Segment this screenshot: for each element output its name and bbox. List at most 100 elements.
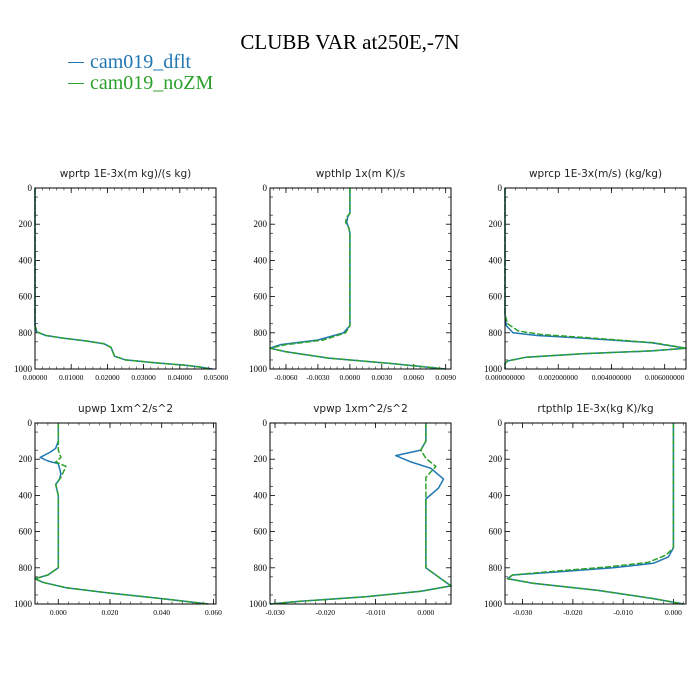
y-tick-label: 400: [489, 490, 503, 500]
panel-2: wpthlp 1x(m K)/s 0 200 400 600 800 1000 -0.0060…: [249, 168, 456, 382]
x-tick-label: 0.0030: [371, 373, 392, 382]
x-tick-label: -0.010: [613, 608, 633, 617]
x-tick-label: 0.0090: [435, 373, 456, 382]
y-tick-label: 600: [489, 527, 503, 537]
panel-title: rtpthlp 1E-3x(kg K)/kg: [537, 403, 653, 415]
panel-3: wprcp 1E-3x(m/s) (kg/kg) 0 200 400 600 800 100…: [484, 168, 687, 382]
y-tick-label: 1000: [14, 364, 33, 374]
y-tick-label: 800: [19, 563, 33, 573]
y-tick-label: 200: [19, 219, 33, 229]
figure-title: CLUBB VAR at250E,-7N: [240, 30, 460, 54]
y-tick-label: 200: [19, 454, 33, 464]
y-tick-label: 600: [254, 292, 268, 302]
y-tick-label: 800: [19, 328, 33, 338]
y-tick-label: 0: [498, 418, 503, 428]
series-line-nozm: [506, 423, 684, 605]
x-tick-label: -0.0030: [306, 373, 329, 382]
panel-title: wprtp 1E-3x(m kg)/(s kg): [60, 168, 191, 180]
x-tick-label: 0.004000000: [592, 373, 632, 382]
x-tick-label: 0.00000: [23, 373, 48, 382]
x-tick-label: -0.0060: [274, 373, 297, 382]
x-tick-label: 0.006000000: [645, 373, 685, 382]
x-tick-label: -0.010: [366, 608, 386, 617]
y-tick-label: 1000: [484, 364, 503, 374]
x-tick-label: 0.000: [665, 608, 682, 617]
x-tick-label: 0.002000000: [539, 373, 579, 382]
panel-title: upwp 1xm^2/s^2: [78, 403, 173, 415]
y-tick-label: 600: [19, 292, 33, 302]
panel-6: rtpthlp 1E-3x(kg K)/kg 0 200 400 600 800 1000 -…: [484, 403, 687, 617]
y-tick-label: 200: [489, 454, 503, 464]
x-tick-label: 0.000: [417, 608, 434, 617]
x-tick-label: -0.020: [563, 608, 583, 617]
y-tick-label: 200: [254, 219, 268, 229]
legend-item-nozm: cam019_noZM: [68, 73, 213, 94]
series-line-dflt: [506, 423, 684, 605]
x-tick-label: 0.0060: [403, 373, 424, 382]
x-tick-label: 0.02000: [95, 373, 120, 382]
y-tick-label: 600: [19, 527, 33, 537]
y-tick-label: 1000: [484, 599, 503, 609]
legend-label-nozm: cam019_noZM: [90, 72, 214, 94]
series-line-nozm: [269, 188, 446, 370]
legend-swatch-dflt: [68, 62, 84, 63]
x-tick-label: 0.060: [205, 608, 222, 617]
series-line-nozm: [34, 188, 209, 370]
series-line-nozm: [504, 188, 687, 369]
y-tick-label: 1000: [14, 599, 33, 609]
panel-4: upwp 1xm^2/s^2 0 200 400 600 800 1000 0.000 0.02…: [14, 403, 222, 617]
y-tick-label: 0: [263, 183, 268, 193]
series-line-dflt: [269, 423, 452, 605]
panel-title: vpwp 1xm^2/s^2: [313, 403, 408, 415]
x-tick-label: -0.030: [513, 608, 533, 617]
panel-5: vpwp 1xm^2/s^2 0 200 400 600 800 1000-0.030 -0.…: [249, 403, 452, 617]
series-line-dflt: [34, 188, 213, 370]
x-tick-label: 0.03000: [131, 373, 156, 382]
y-tick-label: 200: [489, 219, 503, 229]
y-tick-label: 200: [254, 454, 268, 464]
panel-1: wprtp 1E-3x(m kg)/(s kg) 0 200 400 600 800 100…: [14, 168, 228, 382]
x-tick-label: 0.04000: [168, 373, 193, 382]
panel-title: wpthlp 1x(m K)/s: [316, 168, 406, 180]
y-tick-label: 400: [19, 255, 33, 265]
x-tick-label: 0.000: [50, 608, 67, 617]
y-tick-label: 0: [28, 418, 33, 428]
x-tick-label: 0.01000: [59, 373, 84, 382]
y-tick-label: 800: [254, 563, 268, 573]
panel-frame: [34, 422, 217, 605]
y-tick-label: 400: [254, 490, 268, 500]
y-tick-label: 600: [254, 527, 268, 537]
y-tick-label: 1000: [249, 364, 268, 374]
x-tick-label: -0.020: [316, 608, 336, 617]
y-tick-label: 600: [489, 292, 503, 302]
panel-title: wprcp 1E-3x(m/s) (kg/kg): [529, 168, 662, 180]
y-tick-label: 800: [489, 328, 503, 338]
legend-label-dflt: cam019_dflt: [90, 51, 192, 73]
y-tick-label: 400: [489, 255, 503, 265]
legend-swatch-nozm: [68, 83, 84, 84]
series-line-dflt: [34, 423, 209, 605]
panel-frame: [269, 187, 452, 370]
legend: cam019_dflt cam019_noZM: [68, 52, 213, 94]
x-tick-label: 0.0000: [340, 373, 361, 382]
y-tick-label: 400: [19, 490, 33, 500]
series-line-nozm: [269, 423, 452, 605]
x-tick-label: -0.030: [265, 608, 285, 617]
x-tick-label: 0.000000000: [485, 373, 525, 382]
panel-frame: [504, 422, 687, 605]
x-tick-label: 0.040: [153, 608, 170, 617]
legend-item-dflt: cam019_dflt: [68, 52, 213, 73]
y-tick-label: 0: [28, 183, 33, 193]
y-tick-label: 400: [254, 255, 268, 265]
series-line-nozm: [34, 423, 209, 605]
series-line-dflt: [504, 188, 687, 369]
y-tick-label: 0: [498, 183, 503, 193]
x-tick-label: 0.020: [102, 608, 119, 617]
y-tick-label: 800: [254, 328, 268, 338]
panel-frame: [34, 187, 217, 370]
y-tick-label: 800: [489, 563, 503, 573]
y-tick-label: 1000: [249, 599, 268, 609]
y-tick-label: 0: [263, 418, 268, 428]
panel-frame: [269, 422, 452, 605]
